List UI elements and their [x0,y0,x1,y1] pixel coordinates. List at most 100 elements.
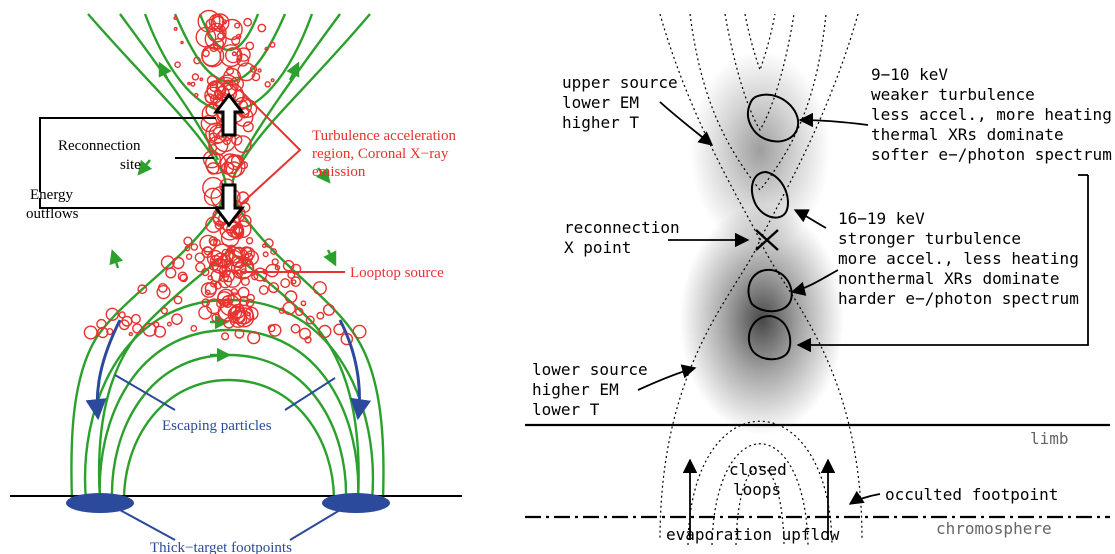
turbulence-circle [222,298,233,309]
turbulence-circle [318,324,332,339]
turbulence-circle [204,93,215,104]
turbulence-circle [237,286,250,299]
closed-loops-label-1: closed [729,460,787,479]
turbulence-circle [128,331,134,337]
turbulence-circle [245,298,255,308]
left-panel: Reconnection site Energy outflows Turbul… [10,9,462,554]
turbulence-circle [213,89,224,99]
evaporation-upflow-label: evaporation upflow [666,525,840,544]
kev-16-19-label-2: stronger turbulence [838,229,1021,248]
turbulence-circle [236,47,251,62]
turbulence-circle [166,321,172,327]
reconnection-label-1: Reconnection [58,138,141,154]
turbulence-circle [282,259,295,272]
turbulence-circle [237,58,241,62]
turbulence-circle [291,279,297,285]
turbulence-circle [191,73,200,81]
turbulence-circle [193,56,202,65]
turbulence-circle [130,313,141,324]
turbulence-circle [251,72,261,82]
turbulence-circle [229,224,244,239]
dotted-line-5 [744,13,776,72]
turbulence-circle [245,236,254,245]
limb-label: limb [1030,429,1069,448]
turbulence-circle [217,288,235,307]
turbulence-circle [190,243,199,251]
lower-source-label-3: lower T [532,400,600,419]
turbulence-circle [269,41,276,48]
turbulence-circle [290,263,302,275]
turbulence-circle [118,311,126,319]
turbulence-circle [298,327,312,340]
turbulence-circle [131,323,143,334]
turbulence-circle [225,161,243,178]
turbulence-circle [210,243,234,267]
escaping-label: Escaping particles [162,418,272,434]
source-16-19-kev-lower [747,314,792,361]
turbulence-circle [316,311,325,320]
dotted-loop-3 [735,465,785,546]
turbulence-circle [210,269,224,283]
turbulence-circle [106,328,114,336]
turbulence-circle [172,256,185,270]
turbulence-circle [195,262,206,273]
turbulence-circle [234,328,245,339]
right-panel: upper source lower EM higher T 9−10 keV … [525,13,1112,546]
turbulence-circle [185,253,193,260]
turbulence-circle [190,324,198,332]
turbulence-circle [257,68,262,73]
energy-label-1: Energy [30,187,74,203]
turbulence-circle [223,258,231,266]
turbulence-circle [246,293,255,303]
turbulence-circle [173,26,178,31]
turbulence-circle [195,26,217,48]
upper-source-label-3: higher T [562,113,639,132]
turbulence-circle [236,53,250,67]
turbulence-circle [235,33,242,40]
lower-source-arrow [637,364,697,391]
turbulence-circle [268,282,280,294]
upper-source-label-1: upper source [562,73,678,92]
kev-16-19-label-1: 16−19 keV [838,209,925,228]
source-16-19-kev-upper [747,268,793,313]
field-line-right-upper-2 [238,13,341,161]
turbulence-connector [239,89,302,206]
turbulence-circle [290,323,301,334]
lower-source-label-1: lower source [532,360,648,379]
turbulence-circle [153,325,167,338]
footpoints-label: Thick−target footpoints [150,540,292,554]
turbulence-circle [270,78,275,83]
turbulence-circle [171,313,183,326]
turbulence-circle [264,238,274,248]
turbulence-circle [180,40,184,45]
turbulence-circle [280,278,291,289]
lower-source-label-2: higher EM [532,380,619,399]
turbulence-circle [204,289,211,296]
turbulence-circle [247,331,261,345]
turbulence-circle [184,245,191,252]
reconnection-x-label-1: reconnection [564,218,680,237]
turbulence-circle [206,162,220,175]
footpoint-connector-left [119,509,176,541]
turbulence-label-2: region, Coronal X−ray [312,146,449,162]
footpoint-left [66,493,134,513]
turbulence-circle [233,220,252,239]
turbulence-circle [137,284,148,295]
turbulence-circle [294,307,304,317]
reconnection-x-mark [755,229,779,251]
kev-16-19-label-4: nonthermal XRs dominate [838,269,1060,288]
turbulence-circle [190,81,196,87]
turbulence-circle [221,266,228,273]
turbulence-circle [245,41,255,51]
turbulence-circle [208,236,219,246]
turbulence-circle [205,18,217,30]
turbulence-circle [352,324,367,339]
turbulence-circle [209,144,218,153]
field-arrow-7 [137,159,153,176]
turbulence-circle [233,135,252,154]
turbulence-circle [223,316,235,329]
turbulence-circle [264,81,271,88]
field-arrow-1 [109,249,124,269]
dotted-loop-2 [711,443,809,546]
